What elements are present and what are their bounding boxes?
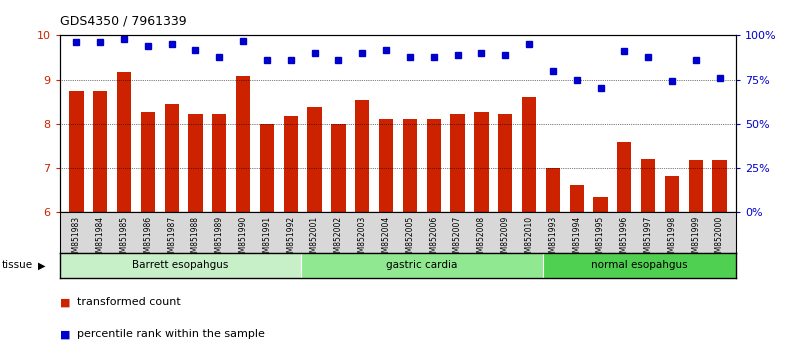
Bar <box>474 112 489 212</box>
Text: GSM851996: GSM851996 <box>620 216 629 262</box>
Text: GSM851986: GSM851986 <box>143 216 152 262</box>
Text: GSM852010: GSM852010 <box>525 216 533 262</box>
Text: GSM851993: GSM851993 <box>548 216 557 262</box>
Text: percentile rank within the sample: percentile rank within the sample <box>77 329 265 339</box>
Text: GSM851995: GSM851995 <box>596 216 605 262</box>
Text: ▶: ▶ <box>38 261 45 270</box>
Text: GSM852007: GSM852007 <box>453 216 462 262</box>
Text: tissue: tissue <box>2 261 33 270</box>
Text: GSM851999: GSM851999 <box>691 216 700 262</box>
Text: GSM852000: GSM852000 <box>715 216 724 262</box>
Bar <box>307 107 322 212</box>
Text: ■: ■ <box>60 297 70 307</box>
Bar <box>403 119 417 212</box>
Bar <box>617 142 631 212</box>
Text: Barrett esopahgus: Barrett esopahgus <box>132 261 228 270</box>
Bar <box>712 160 727 212</box>
Bar <box>331 124 345 212</box>
Bar <box>543 253 736 278</box>
Text: GSM851989: GSM851989 <box>215 216 224 262</box>
Text: GSM851998: GSM851998 <box>668 216 677 262</box>
Bar <box>451 114 465 212</box>
Bar <box>498 114 513 212</box>
Text: GSM851997: GSM851997 <box>644 216 653 262</box>
Bar <box>236 76 250 212</box>
Bar <box>213 114 227 212</box>
Bar <box>593 197 607 212</box>
Text: ■: ■ <box>60 329 70 339</box>
Text: GSM851990: GSM851990 <box>239 216 248 262</box>
Text: GSM852002: GSM852002 <box>334 216 343 262</box>
Text: GSM852005: GSM852005 <box>405 216 415 262</box>
Bar <box>189 114 203 212</box>
Text: gastric cardia: gastric cardia <box>387 261 458 270</box>
Bar <box>569 185 583 212</box>
Bar <box>689 160 703 212</box>
Text: GSM851984: GSM851984 <box>96 216 105 262</box>
Text: transformed count: transformed count <box>77 297 181 307</box>
Text: GSM852004: GSM852004 <box>381 216 391 262</box>
Text: GSM851992: GSM851992 <box>287 216 295 262</box>
Bar <box>69 91 84 212</box>
Text: GSM851983: GSM851983 <box>72 216 81 262</box>
Text: GSM851994: GSM851994 <box>572 216 581 262</box>
Text: GSM851987: GSM851987 <box>167 216 176 262</box>
Bar <box>379 119 393 212</box>
Bar <box>165 104 179 212</box>
Bar <box>302 253 543 278</box>
Bar <box>546 168 560 212</box>
Bar <box>117 72 131 212</box>
Bar <box>259 124 274 212</box>
Text: GSM852001: GSM852001 <box>310 216 319 262</box>
Text: GDS4350 / 7961339: GDS4350 / 7961339 <box>60 14 186 27</box>
Bar <box>522 97 537 212</box>
Bar <box>641 159 655 212</box>
Text: GSM851988: GSM851988 <box>191 216 200 262</box>
Text: GSM851991: GSM851991 <box>263 216 271 262</box>
Text: GSM851985: GSM851985 <box>119 216 128 262</box>
Bar <box>93 91 107 212</box>
Text: GSM852009: GSM852009 <box>501 216 509 262</box>
Bar <box>60 253 302 278</box>
Bar <box>355 99 369 212</box>
Text: GSM852003: GSM852003 <box>357 216 367 262</box>
Bar <box>141 112 155 212</box>
Text: normal esopahgus: normal esopahgus <box>591 261 688 270</box>
Bar <box>665 176 679 212</box>
Text: GSM852008: GSM852008 <box>477 216 486 262</box>
Bar <box>427 119 441 212</box>
Text: GSM852006: GSM852006 <box>429 216 439 262</box>
Bar <box>283 116 298 212</box>
